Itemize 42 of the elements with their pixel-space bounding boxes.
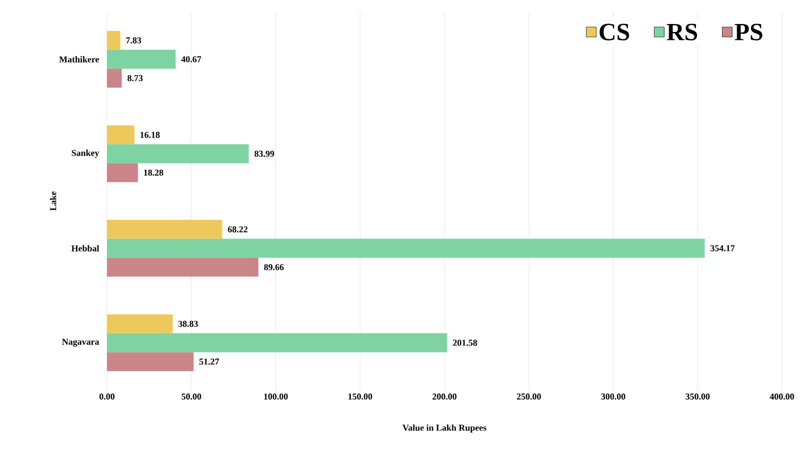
bar	[107, 144, 249, 164]
data-label: 83.99	[254, 150, 274, 157]
bar	[107, 220, 222, 239]
x-axis-title: Value in Lakh Rupees	[402, 424, 486, 433]
bar	[107, 352, 194, 372]
data-label: 51.27	[199, 358, 219, 365]
legend-label: RS	[666, 24, 698, 40]
legend-label: CS	[600, 24, 630, 40]
data-label: 18.28	[144, 170, 164, 176]
data-label: 89.66	[264, 264, 284, 270]
y-tick-label: Hebbal	[71, 245, 100, 252]
y-tick-label: Sankey	[72, 150, 100, 158]
data-label: 40.67	[181, 56, 202, 62]
x-tick-label: 100.00	[264, 394, 288, 400]
bar	[107, 238, 705, 258]
data-label: 354.17	[710, 245, 735, 252]
x-tick-label: 150.00	[348, 394, 372, 400]
bar	[107, 125, 134, 144]
data-label: 201.58	[453, 340, 478, 346]
bar	[107, 333, 448, 352]
data-label: 8.73	[128, 75, 143, 82]
legend-label: PS	[734, 24, 762, 40]
bar	[107, 314, 173, 334]
x-tick-label: 50.00	[182, 394, 202, 400]
bar	[107, 68, 122, 88]
bar	[107, 258, 258, 277]
x-tick-label: 200.00	[432, 394, 456, 400]
data-label: 7.83	[126, 37, 142, 44]
y-tick-label: Nagavara	[62, 338, 100, 347]
x-tick-label: 0.00	[100, 394, 115, 400]
y-axis-title: Lake	[50, 192, 56, 211]
bar	[107, 50, 176, 69]
x-tick-label: 400.00	[770, 394, 794, 400]
x-tick-label: 300.00	[601, 394, 626, 400]
bar	[107, 30, 120, 50]
x-tick-label: 250.00	[516, 394, 541, 400]
data-label: 38.83	[178, 320, 198, 327]
data-label: 16.18	[140, 132, 160, 138]
x-tick-label: 350.00	[686, 394, 710, 400]
data-label: 68.22	[228, 226, 248, 232]
y-tick-label: Mathikere	[59, 56, 99, 62]
bar	[107, 163, 138, 182]
